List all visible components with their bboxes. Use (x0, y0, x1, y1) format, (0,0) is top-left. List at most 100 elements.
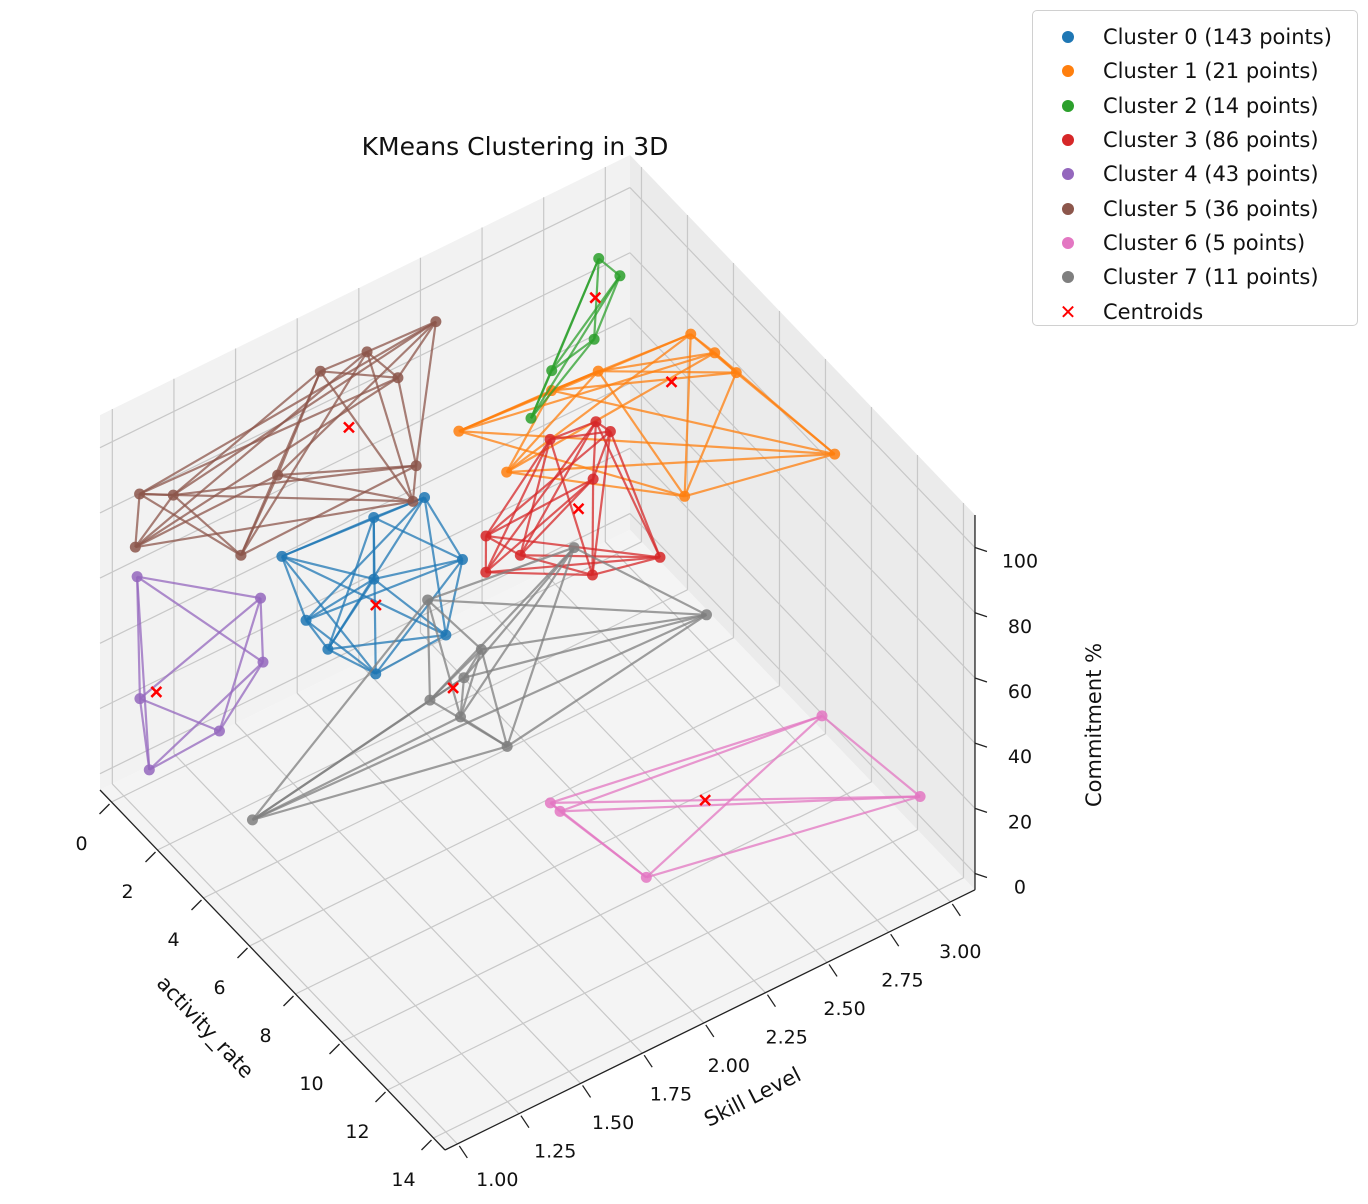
cluster-7 (246, 542, 712, 826)
hull-edge (550, 258, 600, 372)
data-point (501, 740, 513, 752)
gridline-x (387, 829, 918, 1091)
hull-edge (251, 715, 461, 821)
centroids (150, 291, 712, 807)
hull-edge (485, 535, 521, 557)
hull-edge (735, 371, 836, 455)
hull-edge (506, 613, 708, 748)
gridline-z (99, 447, 631, 710)
hull-edge (591, 431, 612, 576)
y-tick-label: 2.50 (823, 998, 865, 1020)
hull-edge (645, 715, 823, 879)
hull-edge (551, 333, 692, 392)
gridline-z (629, 187, 976, 548)
y-tick-mark (828, 964, 838, 977)
data-point (422, 594, 434, 606)
centroid-marker (572, 502, 585, 515)
data-point (654, 551, 666, 563)
data-point (272, 469, 284, 481)
hull-edge (485, 478, 594, 574)
hull-edge (373, 558, 463, 581)
hull-edge (592, 431, 612, 480)
hull-edge (251, 599, 429, 821)
hull-edge (240, 351, 368, 556)
gridline-z (99, 382, 631, 644)
hull-edge (218, 661, 264, 732)
hull-edge (415, 321, 437, 466)
legend-marker-icon (1062, 65, 1074, 78)
legend-item-cluster-2: Cluster 2 (14 points) (1033, 89, 1357, 123)
x-tick-label: 6 (213, 977, 225, 999)
gridline-z (629, 447, 976, 809)
hull-edge (423, 496, 464, 561)
legend-label: Cluster 5 (36 points) (1103, 196, 1319, 221)
y-tick-mark (582, 1085, 592, 1098)
hull-edge (276, 320, 437, 476)
z-tick-label: 20 (1008, 811, 1032, 833)
hull-edge (396, 377, 418, 466)
hull-edge (592, 556, 661, 577)
hull-edge (646, 795, 921, 879)
x-tick-mark (99, 803, 110, 815)
y-tick-label: 3.00 (939, 941, 981, 963)
legend-item-cluster-7: Cluster 7 (11 points) (1033, 260, 1357, 294)
gridline-z (99, 317, 631, 579)
hull-edge (559, 810, 648, 879)
gridline-y (543, 571, 890, 933)
hull-edge (485, 430, 612, 537)
x-axis-line (99, 789, 446, 1151)
x-tick-label: 12 (345, 1121, 369, 1143)
hull-edge (366, 351, 399, 379)
data-point (134, 693, 146, 705)
gridline-x (341, 781, 872, 1043)
legend-label: Cluster 6 (5 points) (1103, 230, 1306, 255)
hull-edge (551, 389, 835, 456)
hull-edge (281, 555, 375, 581)
data-point (235, 549, 247, 561)
y-tick-label: 2.75 (881, 969, 923, 991)
gridline-z (99, 513, 631, 775)
hull-edge (305, 578, 375, 622)
hull-edge (459, 677, 466, 717)
data-point (455, 711, 466, 723)
hull-edge (427, 546, 575, 601)
hull-edge (519, 439, 552, 556)
y-tick-mark (458, 1145, 468, 1159)
hull-edge (444, 559, 464, 636)
hull-edge (277, 464, 417, 477)
z-tick-mark (974, 872, 988, 879)
hull-edge (459, 715, 508, 748)
hull-edge (485, 438, 551, 537)
x-tick-mark (191, 899, 202, 911)
hull-edge (320, 370, 399, 379)
data-point (167, 489, 179, 501)
cluster-1 (453, 328, 841, 502)
data-point (544, 797, 556, 809)
hull-edge (397, 321, 437, 379)
hull-edge (485, 478, 594, 537)
data-point (679, 490, 691, 502)
legend-item-cluster-5: Cluster 5 (36 points) (1033, 191, 1357, 225)
hull-edge (519, 421, 597, 556)
data-point (430, 316, 442, 328)
legend-marker-icon (1062, 99, 1074, 112)
centroid-marker (370, 599, 382, 611)
data-point (368, 512, 380, 523)
y-tick-label: 1.75 (650, 1083, 692, 1105)
z-tick-mark (974, 677, 988, 683)
centroid-marker (447, 682, 459, 694)
y-tick-mark (890, 933, 900, 947)
data-point (143, 764, 155, 776)
data-point (709, 347, 721, 359)
cluster-3 (480, 416, 666, 581)
hull-edge (218, 597, 262, 732)
legend-label: Cluster 4 (43 points) (1103, 162, 1319, 187)
hull-edge (463, 648, 483, 679)
data-point (914, 790, 926, 802)
legend-label: Cluster 7 (11 points) (1103, 265, 1319, 290)
hull-edge (134, 474, 279, 549)
data-point (392, 372, 404, 384)
legend-label: Cluster 0 (143 points) (1103, 25, 1332, 50)
hull-edge (427, 598, 707, 616)
y-tick-label: 1.00 (476, 1169, 518, 1191)
